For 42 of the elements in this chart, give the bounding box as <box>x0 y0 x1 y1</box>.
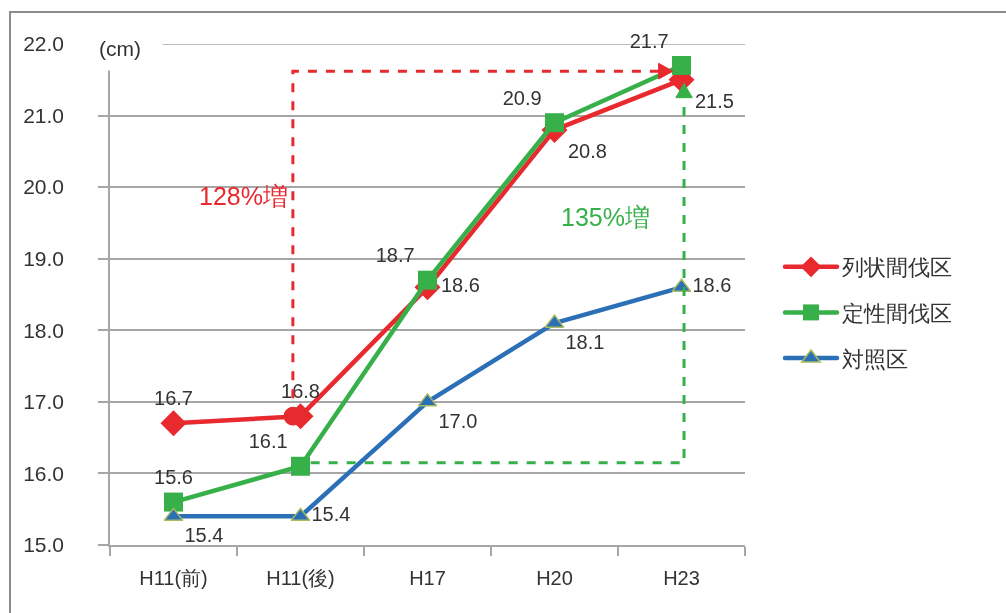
x-tick-label: H11(前) <box>139 566 208 589</box>
x-tick-label: H20 <box>536 566 573 589</box>
annotation: 128%増 <box>199 182 288 210</box>
x-tick-label: H23 <box>663 566 700 589</box>
data-label: 20.9 <box>502 86 542 109</box>
point <box>672 55 691 75</box>
point <box>164 492 183 512</box>
data-label: 16.1 <box>248 430 288 453</box>
data-label: 16.7 <box>154 386 193 409</box>
x-tick-label: H11(後) <box>266 566 335 589</box>
y-axis-title: (cm) <box>99 36 141 60</box>
data-label: 17.0 <box>438 409 478 432</box>
point <box>163 507 184 522</box>
point <box>160 410 187 437</box>
y-tick-label: 16.0 <box>23 461 65 485</box>
legend-label: 対照区 <box>842 346 908 372</box>
y-tick-label: 20.0 <box>23 175 65 199</box>
y-tick-label: 21.0 <box>23 103 65 127</box>
x-tick-label: H17 <box>409 566 446 589</box>
data-label: 21.5 <box>695 90 734 113</box>
data-label: 15.6 <box>154 466 193 489</box>
point <box>418 270 437 290</box>
point <box>290 507 311 522</box>
y-tick-label: 17.0 <box>23 390 65 414</box>
annotation: 135%増 <box>561 203 650 231</box>
legend-label: 列状間伐区 <box>842 255 952 281</box>
data-label: 18.6 <box>692 274 732 297</box>
data-label: 18.7 <box>375 244 415 267</box>
data-label: 15.4 <box>184 524 224 547</box>
data-label: 18.6 <box>441 274 480 297</box>
data-label: 15.4 <box>311 503 351 526</box>
point <box>545 113 564 133</box>
data-label: 18.1 <box>565 331 605 354</box>
point <box>291 456 310 476</box>
data-label: 20.8 <box>568 140 607 163</box>
y-tick-label: 19.0 <box>23 247 65 271</box>
y-tick-label: 22.0 <box>23 32 65 56</box>
y-tick-label: 18.0 <box>23 318 65 342</box>
data-label: 16.8 <box>281 379 320 402</box>
data-label: 21.7 <box>629 29 669 52</box>
y-tick-label: 15.0 <box>23 533 65 557</box>
legend-label: 定性間伐区 <box>842 300 952 326</box>
